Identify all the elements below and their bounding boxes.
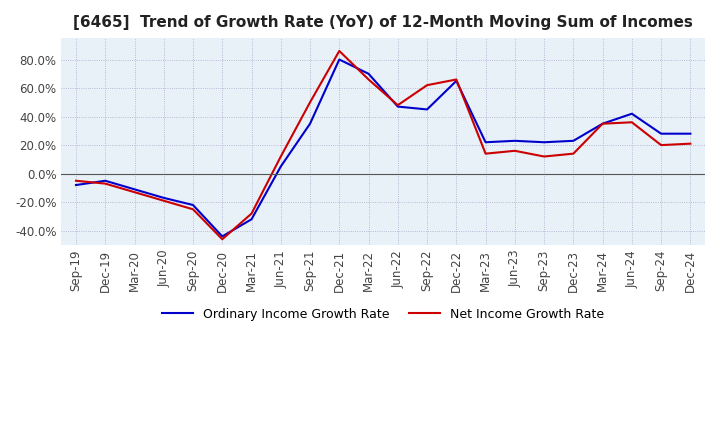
Net Income Growth Rate [686, 141, 695, 147]
Ordinary Income Growth Rate [159, 195, 168, 201]
Ordinary Income Growth Rate [364, 71, 373, 77]
Ordinary Income Growth Rate [72, 183, 81, 188]
Net Income Growth Rate [481, 151, 490, 156]
Ordinary Income Growth Rate [598, 121, 607, 126]
Ordinary Income Growth Rate [452, 78, 461, 84]
Net Income Growth Rate [394, 103, 402, 108]
Net Income Growth Rate [423, 83, 431, 88]
Ordinary Income Growth Rate [335, 57, 343, 62]
Net Income Growth Rate [101, 181, 109, 186]
Net Income Growth Rate [510, 148, 519, 154]
Ordinary Income Growth Rate [218, 234, 227, 239]
Ordinary Income Growth Rate [628, 111, 636, 116]
Ordinary Income Growth Rate [657, 131, 665, 136]
Net Income Growth Rate [130, 190, 139, 195]
Net Income Growth Rate [276, 154, 285, 159]
Legend: Ordinary Income Growth Rate, Net Income Growth Rate: Ordinary Income Growth Rate, Net Income … [157, 303, 609, 326]
Ordinary Income Growth Rate [481, 139, 490, 145]
Net Income Growth Rate [72, 178, 81, 183]
Net Income Growth Rate [218, 237, 227, 242]
Net Income Growth Rate [628, 120, 636, 125]
Ordinary Income Growth Rate [130, 187, 139, 192]
Ordinary Income Growth Rate [423, 107, 431, 112]
Net Income Growth Rate [159, 198, 168, 203]
Ordinary Income Growth Rate [510, 138, 519, 143]
Ordinary Income Growth Rate [686, 131, 695, 136]
Ordinary Income Growth Rate [247, 216, 256, 222]
Ordinary Income Growth Rate [306, 121, 315, 126]
Net Income Growth Rate [657, 143, 665, 148]
Net Income Growth Rate [247, 211, 256, 216]
Ordinary Income Growth Rate [569, 138, 577, 143]
Title: [6465]  Trend of Growth Rate (YoY) of 12-Month Moving Sum of Incomes: [6465] Trend of Growth Rate (YoY) of 12-… [73, 15, 693, 30]
Net Income Growth Rate [598, 121, 607, 126]
Ordinary Income Growth Rate [276, 164, 285, 169]
Net Income Growth Rate [306, 100, 315, 105]
Net Income Growth Rate [569, 151, 577, 156]
Net Income Growth Rate [189, 207, 197, 212]
Ordinary Income Growth Rate [189, 202, 197, 208]
Line: Ordinary Income Growth Rate: Ordinary Income Growth Rate [76, 59, 690, 236]
Ordinary Income Growth Rate [394, 104, 402, 109]
Net Income Growth Rate [364, 77, 373, 82]
Net Income Growth Rate [452, 77, 461, 82]
Line: Net Income Growth Rate: Net Income Growth Rate [76, 51, 690, 239]
Ordinary Income Growth Rate [540, 139, 549, 145]
Ordinary Income Growth Rate [101, 178, 109, 183]
Net Income Growth Rate [335, 48, 343, 54]
Net Income Growth Rate [540, 154, 549, 159]
